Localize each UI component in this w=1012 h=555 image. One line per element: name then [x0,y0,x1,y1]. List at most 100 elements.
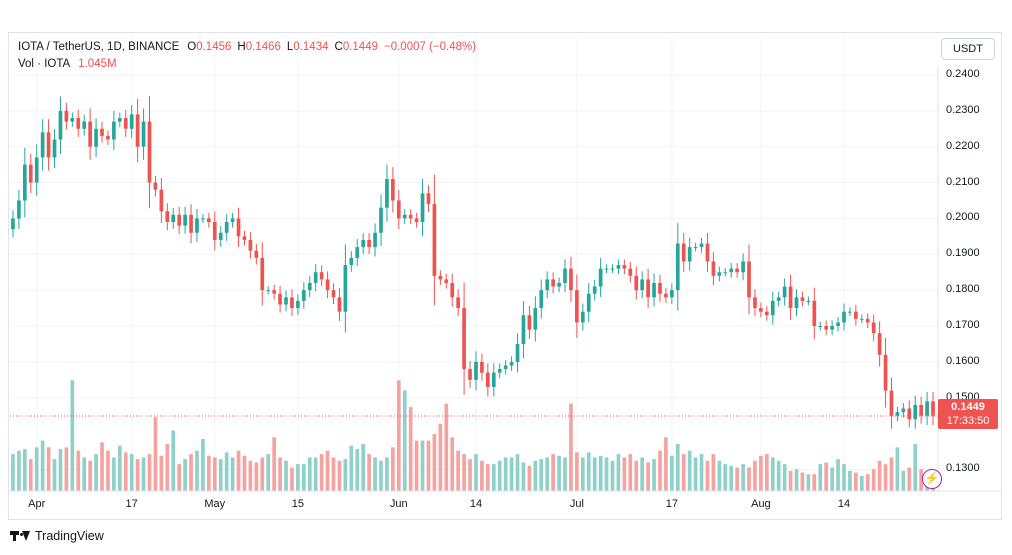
candle [147,95,152,209]
volume-bar [497,460,502,491]
volume-bar [58,449,63,491]
currency-button[interactable]: USDT [941,38,995,60]
volume-bar [313,457,318,491]
candle [34,144,39,196]
volume-bar [76,450,81,491]
tradingview-brand[interactable]: TradingView [10,529,104,543]
volume-bar [675,444,680,491]
candle [301,282,306,309]
volume-bar [865,474,870,491]
candle [432,174,437,306]
candle [212,211,217,251]
candle [628,261,633,283]
candle [865,313,870,328]
candle [675,222,680,311]
volume-bar [527,465,532,491]
candle [759,302,763,318]
candle [272,284,276,300]
volume-bar [17,450,21,491]
candle [509,356,514,372]
candle [17,189,21,230]
volume-bar [177,464,182,491]
volume-bar [361,444,366,491]
volume-bar [88,460,92,491]
candle [254,243,259,265]
volume-bar [848,470,852,491]
candle [622,259,627,275]
candle [284,290,288,312]
candle [889,377,894,429]
volume-bar [741,464,745,491]
candle [343,244,348,333]
candle [171,208,176,229]
candle [361,233,366,254]
candle [575,274,579,339]
low-value: 0.1434 [293,41,329,53]
volume-bar [373,457,377,491]
price-candles [11,95,935,429]
candle [545,271,550,299]
volume-bar [201,438,205,491]
candle [539,279,544,319]
candle [616,259,621,275]
candle [503,359,508,375]
volume-bar [290,467,294,491]
candle [485,363,490,397]
volume-bar [919,469,924,491]
candle [22,147,27,218]
volume-bar [776,460,781,491]
candle [497,363,502,379]
volume-bar [189,454,193,491]
volume-label[interactable]: Vol · IOTA [18,58,71,70]
symbol-pair[interactable]: IOTA / TetherUS, 1D, BINANCE [18,41,180,53]
volume-bar [782,464,787,491]
volume-bar [628,454,633,491]
volume-bar [901,470,906,491]
volume-bar [450,437,455,491]
volume-bar [183,459,187,491]
y-tick-label: 0.2000 [946,211,980,224]
volume-bar [11,454,15,491]
candle [141,108,146,160]
volume-bar [871,469,876,491]
volume-bar [723,464,728,491]
close-label: C [334,41,343,53]
volume-bar [106,450,110,491]
volume-bar [770,457,775,491]
volume-bar [480,460,484,491]
y-tick-label: 0.1600 [946,354,980,367]
candle [408,209,413,224]
candle [515,333,520,373]
candle [723,267,728,277]
volume-bar [337,460,342,491]
volume-bar [112,457,116,491]
flash-icon[interactable]: ⚡ [922,469,942,489]
volume-bar [135,459,140,491]
candle [711,252,716,286]
y-tick-label: 0.1300 [946,462,980,475]
last-price-tag: 0.1449 17:33:50 [938,399,998,429]
volume-bar [764,454,769,491]
x-tick-label: Aug [751,498,771,510]
candle [64,102,69,130]
volume-bar [509,457,514,491]
candle [165,203,170,231]
volume-bar [580,457,585,491]
tradingview-logo-icon [10,530,30,542]
volume-bar [379,460,383,491]
volume-bar [598,455,603,491]
candle [569,256,573,302]
volume-bar [913,444,918,491]
volume-bar [248,460,253,491]
volume-bar [735,467,739,491]
high-label: H [237,41,246,53]
volume-bar [753,460,757,491]
candle [883,337,888,408]
volume-bar [147,454,152,491]
volume-bars [11,380,935,491]
candle [824,320,829,336]
y-tick-label: 0.2300 [946,103,980,116]
volume-bar [687,450,692,491]
y-tick-label: 0.1800 [946,283,980,296]
